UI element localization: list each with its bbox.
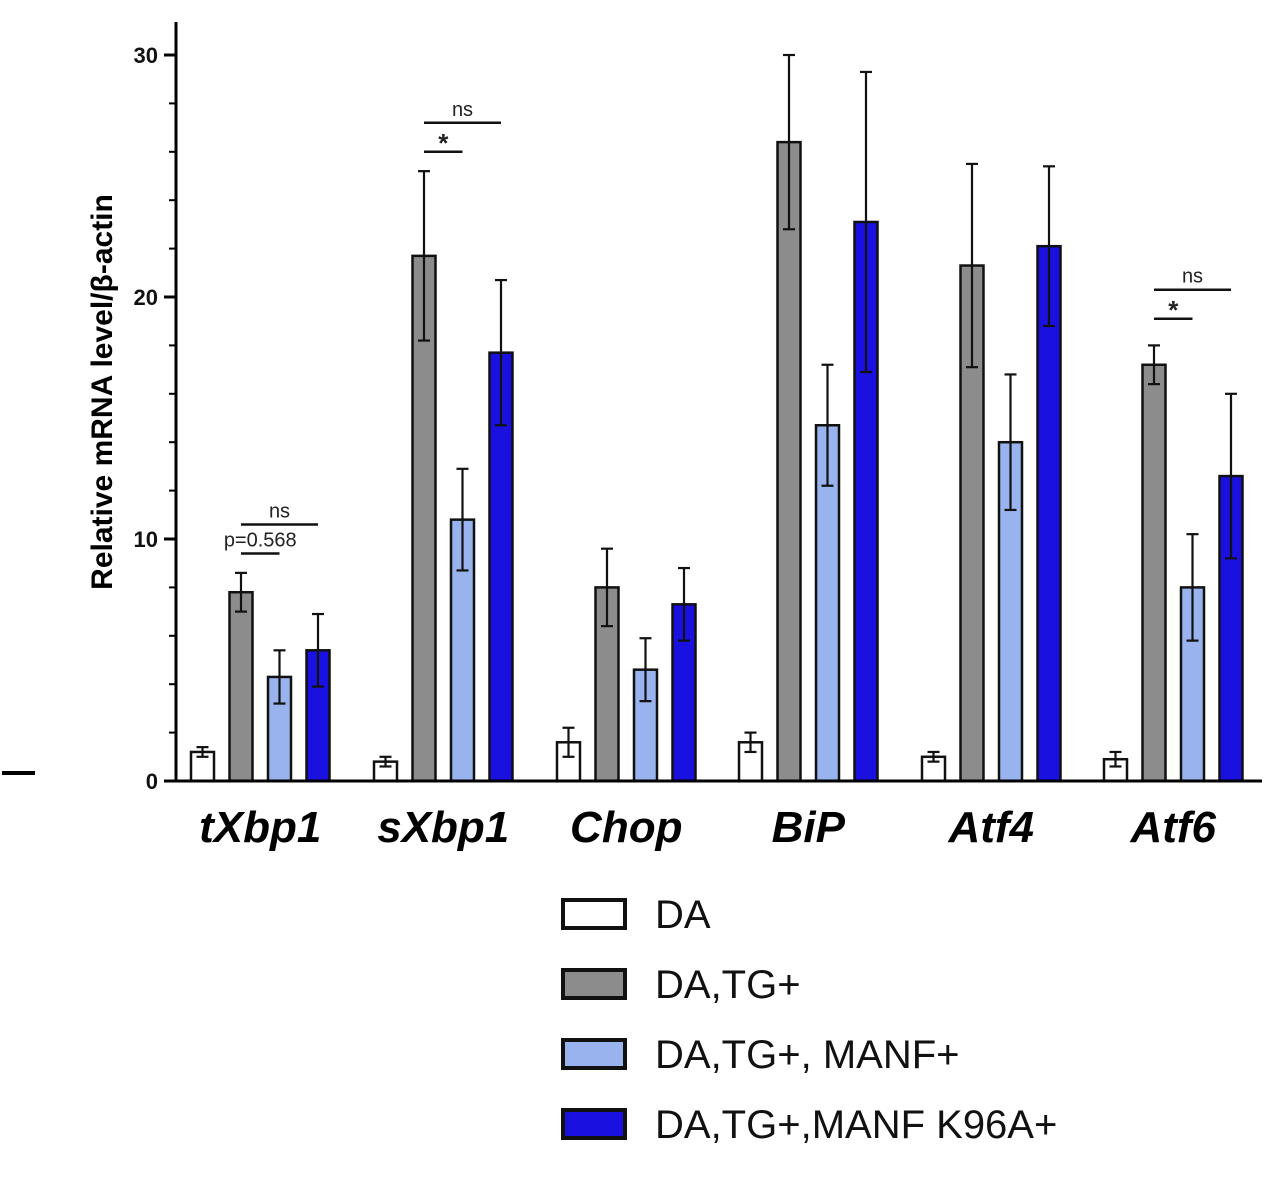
significance-label: ns — [269, 500, 290, 522]
significance-label: * — [438, 128, 449, 158]
bar-BiP-2 — [776, 140, 802, 783]
significance-label: ns — [1182, 266, 1203, 288]
legend-label: DA,TG+ — [655, 963, 801, 1007]
y-tick-label: 30 — [134, 43, 158, 68]
x-tick-label: Atf6 — [1129, 803, 1216, 852]
significance-label: ns — [452, 99, 473, 121]
legend-label: DA,TG+,MANF K96A+ — [655, 1103, 1057, 1147]
bar-Atf6-2 — [1141, 363, 1167, 783]
y-tick-label: 0 — [146, 769, 158, 794]
legend-swatch — [561, 1038, 627, 1070]
x-tick-label: Atf4 — [947, 803, 1034, 852]
x-tick-label: BiP — [772, 803, 846, 852]
significance-label: p=0.568 — [224, 530, 297, 552]
x-tick-label: sXbp1 — [377, 803, 509, 852]
bar-tXbp1-2 — [228, 590, 254, 783]
legend-swatch — [561, 1108, 627, 1140]
y-axis-label: Relative mRNA level/β-actin — [86, 194, 119, 590]
legend-label: DA — [655, 893, 711, 937]
y-tick-label: 10 — [134, 527, 158, 552]
x-tick-label: Chop — [570, 803, 682, 852]
y-tick-label: 20 — [134, 285, 158, 310]
legend-label: DA,TG+, MANF+ — [655, 1033, 960, 1077]
legend-swatch — [561, 898, 627, 930]
significance-label: * — [1168, 295, 1179, 325]
legend-swatch — [561, 968, 627, 1000]
x-tick-label: tXbp1 — [199, 803, 321, 852]
